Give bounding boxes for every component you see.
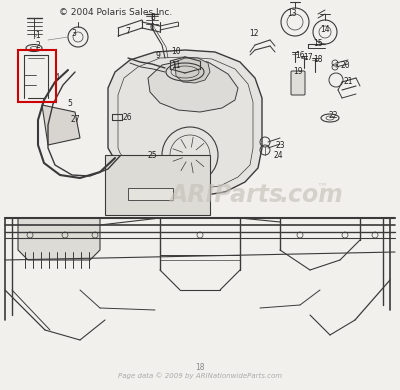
Text: 22: 22 <box>328 110 338 119</box>
Text: .com: .com <box>280 183 344 207</box>
Polygon shape <box>42 105 80 145</box>
Polygon shape <box>108 50 262 196</box>
Text: ™: ™ <box>316 183 327 193</box>
Text: 4: 4 <box>54 73 60 83</box>
Text: 2: 2 <box>36 41 40 50</box>
Bar <box>105 155 210 215</box>
Text: 5: 5 <box>68 99 72 108</box>
Text: 26: 26 <box>122 113 132 122</box>
Text: 27: 27 <box>70 115 80 124</box>
Text: 17: 17 <box>303 53 313 62</box>
Bar <box>18 50 56 102</box>
Text: 14: 14 <box>320 25 330 34</box>
Text: 15: 15 <box>313 39 323 48</box>
Bar <box>128 188 173 200</box>
Text: 25: 25 <box>147 151 157 160</box>
Text: 7: 7 <box>126 28 130 37</box>
Text: 20: 20 <box>340 60 350 69</box>
Text: 18: 18 <box>195 363 205 372</box>
Text: 12: 12 <box>249 30 259 39</box>
Text: 19: 19 <box>293 67 303 76</box>
Polygon shape <box>148 60 238 112</box>
Text: 8: 8 <box>151 14 155 23</box>
Text: 3: 3 <box>72 30 76 39</box>
Polygon shape <box>175 58 210 83</box>
Text: 21: 21 <box>343 78 353 87</box>
Text: 13: 13 <box>287 9 297 18</box>
Text: 11: 11 <box>171 60 181 69</box>
Text: 6: 6 <box>150 23 154 32</box>
Text: © 2004 Polaris Sales Inc.: © 2004 Polaris Sales Inc. <box>59 8 173 17</box>
Text: 9: 9 <box>156 50 160 60</box>
Polygon shape <box>18 218 100 260</box>
Text: 24: 24 <box>273 151 283 160</box>
Text: Page data © 2009 by ARINationwideParts.com: Page data © 2009 by ARINationwideParts.c… <box>118 373 282 379</box>
Text: 16: 16 <box>295 50 305 60</box>
FancyBboxPatch shape <box>291 71 305 95</box>
Text: 10: 10 <box>171 46 181 55</box>
Text: 18: 18 <box>313 55 323 64</box>
Text: 1: 1 <box>36 30 40 39</box>
Text: ARIParts: ARIParts <box>170 183 284 207</box>
Text: 23: 23 <box>275 140 285 149</box>
